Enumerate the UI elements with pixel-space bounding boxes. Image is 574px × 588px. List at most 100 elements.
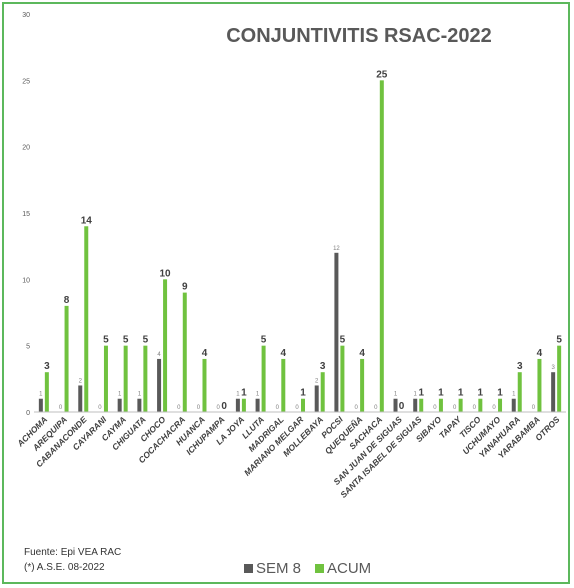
- source-note: Fuente: Epi VEA RAC: [24, 547, 122, 558]
- bar-sem8: [235, 398, 240, 412]
- bar-acum: [84, 226, 89, 412]
- data-label-acum: 1: [497, 388, 503, 399]
- bar-acum: [498, 398, 503, 412]
- data-label-sem8: 12: [333, 246, 340, 252]
- bar-sem8: [393, 398, 398, 412]
- data-label-sem8: 1: [39, 392, 43, 398]
- bar-acum: [557, 345, 562, 412]
- data-label-sem8: 1: [236, 392, 240, 398]
- y-tick-label: 15: [22, 211, 30, 218]
- bar-acum: [537, 358, 542, 412]
- bar-acum: [320, 372, 325, 412]
- data-label-acum: 0: [221, 401, 227, 412]
- bar-sem8: [157, 358, 162, 412]
- bar-acum: [478, 398, 483, 412]
- bar-acum: [163, 279, 168, 412]
- footnote: (*) A.S.E. 08-2022: [24, 562, 105, 573]
- data-label-sem8: 0: [197, 405, 201, 411]
- data-label-sem8: 0: [374, 405, 378, 411]
- data-label-sem8: 0: [532, 405, 536, 411]
- bar-sem8: [137, 398, 142, 412]
- bar-acum: [64, 305, 69, 412]
- data-label-acum: 8: [64, 295, 70, 306]
- bar-sem8: [334, 252, 339, 412]
- data-label-sem8: 1: [256, 392, 260, 398]
- legend-label-sem8: SEM 8: [256, 560, 302, 577]
- bar-acum: [379, 80, 384, 412]
- legend-item-acum: ACUM: [315, 560, 371, 577]
- data-label-acum: 1: [478, 388, 484, 399]
- x-axis: ACHOMAAREQUIPACABANACONDECAYARANICAYMACH…: [14, 411, 566, 500]
- data-label-acum: 4: [202, 348, 208, 359]
- data-label-sem8: 0: [177, 405, 181, 411]
- data-label-acum: 5: [340, 335, 346, 346]
- data-label-acum: 10: [160, 268, 172, 279]
- data-label-acum: 9: [182, 282, 188, 293]
- bar-acum: [143, 345, 148, 412]
- data-label-sem8: 1: [118, 392, 122, 398]
- data-label-sem8: 0: [354, 405, 358, 411]
- y-axis: 0 5 10 15 20 25 30: [22, 12, 30, 417]
- data-label-sem8: 0: [98, 405, 102, 411]
- data-label-acum: 5: [143, 335, 149, 346]
- data-label-acum: 1: [418, 388, 424, 399]
- y-tick-label: 20: [22, 145, 30, 152]
- bar-acum: [419, 398, 424, 412]
- data-label-acum: 4: [281, 348, 287, 359]
- data-label-sem8: 0: [217, 405, 221, 411]
- y-tick-label: 5: [26, 344, 30, 351]
- data-label-sem8: 1: [414, 392, 418, 398]
- data-label-acum: 1: [300, 388, 306, 399]
- chart-frame: 0 5 10 15 20 25 30 1 0 2 0 1 1 4 0 0 0 1 1 0 0 2 12 0 0 1 1 0 0 0 0 1 0…: [2, 2, 570, 584]
- data-label-acum: 3: [320, 361, 326, 372]
- bar-acum: [182, 292, 187, 412]
- bar-acum: [517, 372, 522, 412]
- data-label-sem8: 0: [59, 405, 63, 411]
- bar-sem8: [511, 398, 516, 412]
- bar-acum: [458, 398, 463, 412]
- y-tick-label: 0: [26, 410, 30, 417]
- legend: SEM 8 ACUM: [244, 560, 371, 577]
- data-label-sem8: 0: [492, 405, 496, 411]
- data-label-sem8: 1: [138, 392, 142, 398]
- bar-sem8: [413, 398, 418, 412]
- data-label-acum: 1: [241, 388, 247, 399]
- data-label-acum: 0: [399, 401, 405, 412]
- bar-sem8: [78, 385, 83, 412]
- bar-acum: [202, 358, 207, 412]
- data-label-acum: 4: [537, 348, 543, 359]
- data-label-sem8: 2: [79, 378, 83, 384]
- data-label-sem8: 1: [394, 392, 398, 398]
- bar-acum: [44, 372, 49, 412]
- data-label-sem8: 4: [157, 352, 161, 358]
- data-label-sem8: 0: [295, 405, 299, 411]
- data-label-acum: 5: [556, 335, 562, 346]
- data-label-acum: 5: [103, 335, 109, 346]
- data-label-acum: 14: [81, 215, 93, 226]
- data-label-acum: 5: [261, 335, 267, 346]
- data-label-acum: 3: [517, 361, 523, 372]
- data-label-acum: 25: [376, 69, 388, 80]
- bar-acum: [438, 398, 443, 412]
- bar-sem8: [314, 385, 319, 412]
- data-label-sem8: 3: [551, 365, 555, 371]
- bar-sem8: [117, 398, 122, 412]
- data-label-acum: 1: [458, 388, 464, 399]
- data-label-acum: 5: [123, 335, 129, 346]
- bar-acum: [103, 345, 108, 412]
- legend-swatch-sem8: [244, 564, 253, 573]
- y-tick-label: 25: [22, 78, 30, 85]
- bar-acum: [241, 398, 246, 412]
- bar-acum: [340, 345, 345, 412]
- legend-item-sem8: SEM 8: [244, 560, 301, 577]
- data-label-sem8: 2: [315, 378, 319, 384]
- bar-acum: [123, 345, 128, 412]
- legend-label-acum: ACUM: [327, 560, 372, 577]
- bar-acum: [301, 398, 305, 412]
- bar-acum: [360, 358, 365, 412]
- data-label-sem8: 0: [433, 405, 437, 411]
- data-label-acum: 4: [359, 348, 365, 359]
- bar-acum: [281, 358, 286, 412]
